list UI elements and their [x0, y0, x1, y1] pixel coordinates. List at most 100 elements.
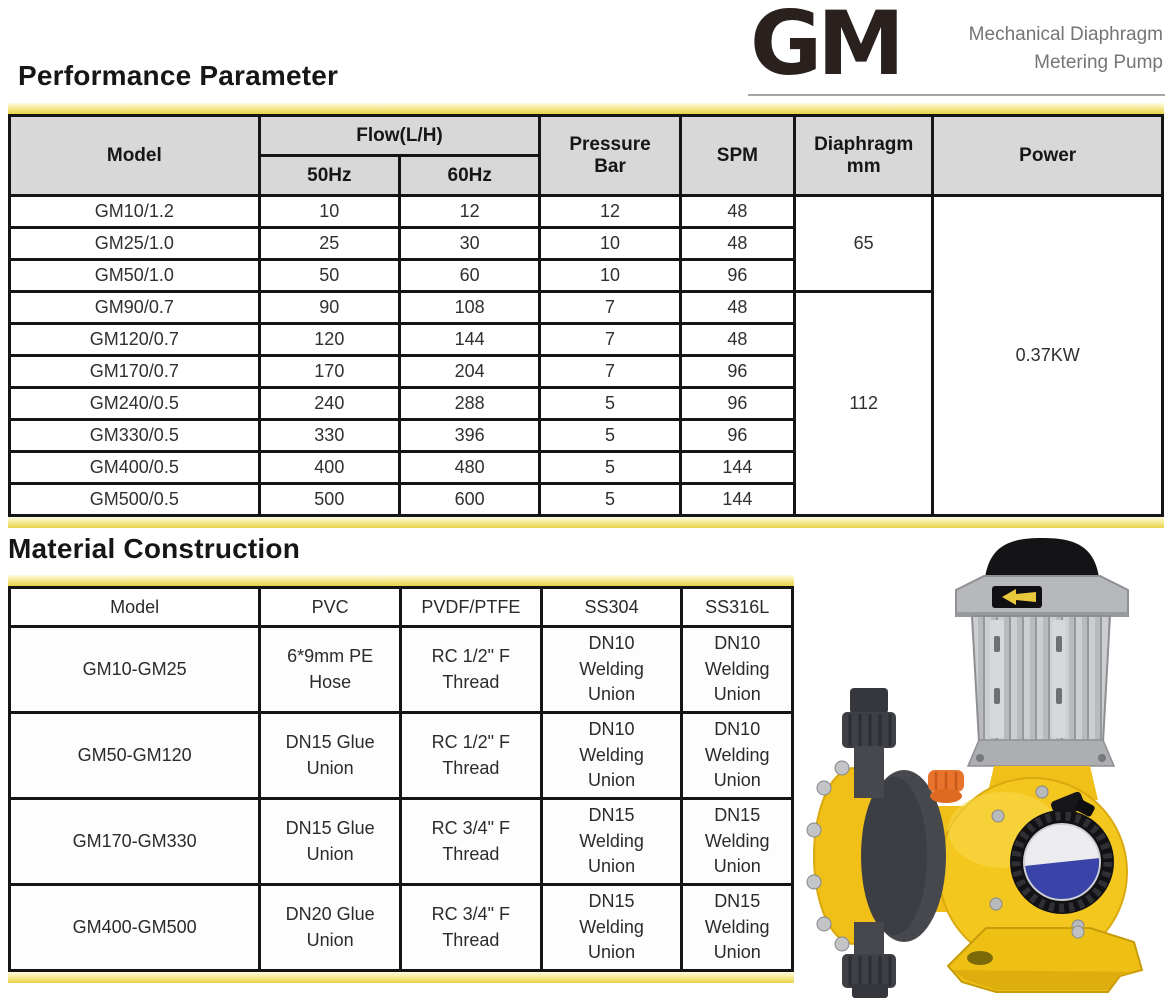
cell-ss304: DN10 Welding Union — [539, 625, 684, 714]
perf-header-60hz: 60Hz — [397, 154, 542, 197]
cell-spm: 96 — [678, 354, 797, 389]
perf-header-pressure: Pressure Bar — [538, 114, 682, 197]
diaphragm-head — [806, 760, 946, 952]
material-table-block: Model PVC PVDF/PTFE SS304 SS316L GM10-GM… — [7, 575, 794, 983]
cell-flow50: 90 — [257, 290, 402, 325]
cell-flow60: 204 — [397, 354, 542, 389]
logo-tagline-line1: Mechanical Diaphragm — [968, 23, 1163, 45]
cell-diaphragm-112: 112 — [793, 290, 935, 517]
stroke-adjustment-knob — [1010, 791, 1114, 914]
cell-model: GM170/0.7 — [8, 354, 261, 389]
cell-ss316l: DN15 Welding Union — [680, 883, 794, 972]
cell-flow50: 500 — [257, 482, 402, 517]
cell-pressure: 5 — [538, 418, 682, 453]
knob-dial — [1023, 823, 1101, 901]
mat-header-model: Model — [7, 586, 262, 628]
cell-model: GM25/1.0 — [8, 226, 261, 261]
cell-spm: 96 — [678, 386, 797, 421]
cell-flow60: 600 — [397, 482, 542, 517]
cell-spm: 48 — [678, 290, 797, 325]
cell-model: GM240/0.5 — [8, 386, 261, 421]
cell-pvc: DN20 Glue Union — [258, 883, 402, 972]
motor-flange — [955, 575, 1129, 617]
cell-flow50: 240 — [257, 386, 402, 421]
mat-row-gm50-gm120: GM50-GM120 DN15 Glue Union RC 1/2" F Thr… — [7, 711, 794, 800]
cell-ss304: DN15 Welding Union — [539, 797, 684, 886]
cell-flow50: 330 — [257, 418, 402, 453]
mat-row-gm400-gm500: GM400-GM500 DN20 Glue Union RC 3/4" F Th… — [7, 883, 794, 972]
cell-spm: 48 — [678, 226, 797, 261]
pump-base — [946, 925, 1144, 993]
cell-flow50: 25 — [257, 226, 402, 261]
cell-pressure: 10 — [538, 258, 682, 293]
perf-header-diaphragm: Diaphragm mm — [793, 114, 935, 197]
material-section-title: Material Construction — [8, 533, 301, 564]
cell-flow50: 120 — [257, 322, 402, 357]
cell-pvdf: RC 3/4" F Thread — [398, 883, 543, 972]
cell-model: GM170-GM330 — [7, 797, 262, 886]
cell-flow50: 400 — [257, 450, 402, 485]
cell-flow60: 144 — [397, 322, 542, 357]
cell-model: GM50/1.0 — [8, 258, 261, 293]
cell-pvc: 6*9mm PE Hose — [258, 625, 402, 714]
logo-tagline-line2: Metering Pump — [1034, 52, 1163, 73]
perf-row-gm25: GM25/1.0 25 30 10 48 — [8, 226, 1163, 261]
cell-pvdf: RC 1/2" F Thread — [398, 625, 543, 714]
performance-section-title: Performance Parameter — [18, 60, 339, 91]
orange-bleed-valve — [928, 770, 964, 803]
perf-header-flow: Flow(L/H) — [257, 114, 542, 157]
cell-pvdf: RC 1/2" F Thread — [398, 711, 543, 800]
perf-row-gm170: GM170/0.7 170 204 7 96 — [8, 354, 1163, 389]
cell-flow60: 30 — [397, 226, 542, 261]
motor-body — [966, 615, 1116, 767]
cell-spm: 96 — [678, 418, 797, 453]
cell-pressure: 5 — [538, 386, 682, 421]
cell-model: GM10/1.2 — [8, 194, 261, 229]
cell-flow60: 480 — [397, 450, 542, 485]
cell-power: 0.37KW — [931, 194, 1164, 517]
material-table: Model PVC PVDF/PTFE SS304 SS316L GM10-GM… — [7, 586, 794, 972]
perf-row-gm90: GM90/0.7 90 108 7 48 112 — [8, 290, 1163, 517]
cell-flow50: 170 — [257, 354, 402, 389]
cell-ss304: DN10 Welding Union — [539, 711, 684, 800]
cell-model: GM330/0.5 — [8, 418, 261, 453]
performance-table: Model Flow(L/H) Pressure Bar SPM Diaphra… — [8, 114, 1164, 517]
cell-flow60: 108 — [397, 290, 542, 325]
discharge-valve-fitting — [842, 922, 896, 998]
cell-pvc: DN15 Glue Union — [258, 797, 402, 886]
pump-photo — [806, 538, 1144, 998]
cell-flow50: 10 — [257, 194, 402, 229]
cell-spm: 144 — [678, 482, 797, 517]
perf-header-row-2: 50Hz 60Hz — [10, 154, 1163, 197]
cell-pressure: 5 — [538, 450, 682, 485]
cell-model: GM10-GM25 — [7, 625, 262, 714]
perf-header-row-1: Model Flow(L/H) Pressure Bar SPM Diaphra… — [8, 114, 1164, 197]
perf-row-gm330: GM330/0.5 330 396 5 96 — [8, 418, 1163, 453]
cell-pressure: 7 — [538, 354, 682, 389]
cell-flow60: 60 — [397, 258, 542, 293]
cell-flow60: 396 — [397, 418, 542, 453]
performance-table-block: Model Flow(L/H) Pressure Bar SPM Diaphra… — [8, 103, 1164, 528]
accent-stripe-top — [8, 103, 1164, 114]
mat-header-pvc: PVC — [258, 586, 402, 628]
cell-model: GM90/0.7 — [8, 290, 261, 325]
mat-header-ss304: SS304 — [539, 586, 684, 628]
cell-diaphragm-65: 65 — [793, 194, 935, 293]
cell-flow60: 288 — [397, 386, 542, 421]
perf-header-model: Model — [8, 114, 261, 197]
cell-spm: 48 — [678, 194, 797, 229]
mat-header-pvdf: PVDF/PTFE — [398, 586, 543, 628]
accent-stripe-top — [8, 575, 794, 586]
perf-header-50hz: 50Hz — [257, 154, 402, 197]
perf-row-gm120: GM120/0.7 120 144 7 48 — [8, 322, 1163, 357]
logo-tagline: Mechanical Diaphragm Metering Pump — [969, 11, 1163, 78]
cell-model: GM120/0.7 — [8, 322, 261, 357]
cell-model: GM400-GM500 — [7, 883, 262, 972]
cell-flow50: 50 — [257, 258, 402, 293]
accent-stripe-bottom — [8, 517, 1164, 528]
cell-spm: 96 — [678, 258, 797, 293]
perf-header-power: Power — [931, 114, 1164, 197]
cell-ss316l: DN10 Welding Union — [680, 711, 794, 800]
perf-row-gm10: GM10/1.2 10 12 12 48 65 0.37KW — [8, 194, 1164, 517]
mat-row-gm170-gm330: GM170-GM330 DN15 Glue Union RC 3/4" F Th… — [7, 797, 794, 886]
